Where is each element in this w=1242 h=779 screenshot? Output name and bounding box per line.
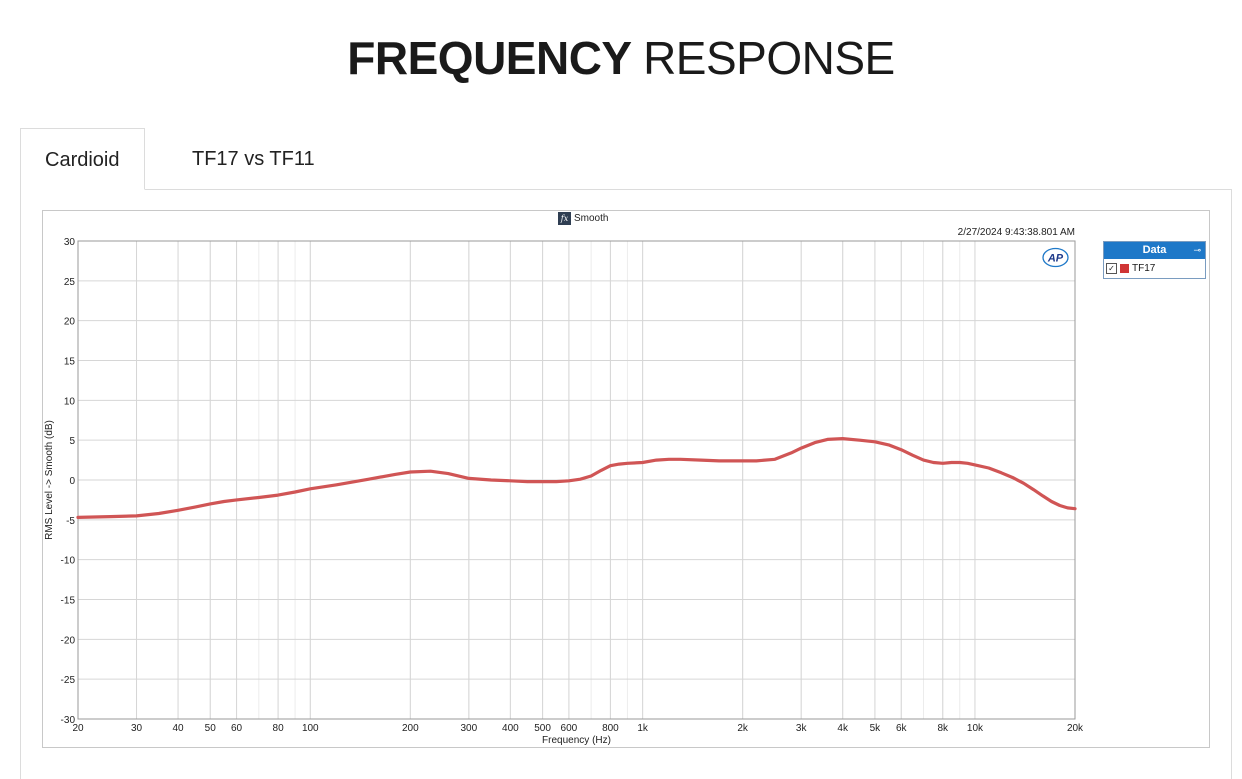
y-axis-ticks: 30 25 20 15 10 5 0 -5 -10 -15 -20 -25 -30 bbox=[61, 237, 76, 726]
x-tick-label: 200 bbox=[402, 723, 419, 734]
x-axis-ticks: 20 30 40 50 60 80 100 200 300 400 500 600 800 1k 2k 3k 4… bbox=[72, 723, 1084, 734]
x-tick-label: 800 bbox=[602, 723, 619, 734]
legend-title: Data bbox=[1142, 244, 1167, 256]
tab-bar-divider bbox=[145, 189, 1232, 190]
y-tick-label: 25 bbox=[64, 277, 76, 288]
ap-logo-text: AP bbox=[1047, 253, 1064, 265]
x-tick-label: 60 bbox=[231, 723, 243, 734]
x-tick-label: 20 bbox=[72, 723, 84, 734]
y-tick-label: -5 bbox=[66, 516, 75, 527]
graph-timestamp: 2/27/2024 9:43:38.801 AM bbox=[957, 227, 1075, 238]
y-axis-title: RMS Level -> Smooth (dB) bbox=[44, 420, 55, 540]
pin-icon[interactable]: ⊸ bbox=[1193, 245, 1201, 255]
x-tick-label: 300 bbox=[461, 723, 478, 734]
x-tick-label: 10k bbox=[967, 723, 984, 734]
y-tick-label: -10 bbox=[61, 556, 76, 567]
tab-tf17-vs-tf11[interactable]: TF17 vs TF11 bbox=[192, 148, 315, 170]
x-tick-label: 400 bbox=[502, 723, 519, 734]
y-tick-label: 30 bbox=[64, 237, 76, 248]
graph-function-label: fx Smooth bbox=[558, 211, 608, 225]
y-tick-label: 15 bbox=[64, 357, 76, 368]
x-tick-label: 40 bbox=[172, 723, 184, 734]
x-tick-label: 4k bbox=[837, 723, 849, 734]
legend-swatch bbox=[1120, 264, 1129, 273]
tab-cardioid[interactable]: Cardioid bbox=[20, 128, 145, 190]
plot-area bbox=[77, 240, 1076, 720]
x-tick-label: 50 bbox=[205, 723, 217, 734]
page-title-bold: FREQUENCY bbox=[347, 32, 631, 84]
legend-item: ✓ TF17 bbox=[1104, 259, 1205, 278]
x-tick-label: 1k bbox=[637, 723, 649, 734]
graph-function-text: Smooth bbox=[574, 212, 609, 224]
y-tick-label: 10 bbox=[64, 396, 76, 407]
legend-item-label: TF17 bbox=[1132, 263, 1156, 274]
y-tick-label: 20 bbox=[64, 317, 76, 328]
x-axis-title: Frequency (Hz) bbox=[542, 735, 611, 746]
x-tick-label: 500 bbox=[534, 723, 551, 734]
x-tick-label: 2k bbox=[737, 723, 749, 734]
function-icon: fx bbox=[558, 211, 571, 225]
legend-checkbox[interactable]: ✓ bbox=[1106, 263, 1117, 274]
x-tick-label: 5k bbox=[870, 723, 882, 734]
x-tick-label: 30 bbox=[131, 723, 143, 734]
y-tick-label: -30 bbox=[61, 715, 76, 726]
y-tick-label: 5 bbox=[69, 436, 75, 447]
x-tick-label: 8k bbox=[937, 723, 949, 734]
y-tick-label: -25 bbox=[61, 675, 76, 686]
x-tick-label: 3k bbox=[796, 723, 808, 734]
y-tick-label: -15 bbox=[61, 596, 76, 607]
tab-panel bbox=[20, 189, 1232, 779]
series-line-tf17 bbox=[76, 437, 1077, 519]
y-tick-label: -20 bbox=[61, 635, 76, 646]
ap-logo: AP bbox=[1042, 247, 1069, 268]
tab-bar: Cardioid TF17 vs TF11 bbox=[20, 128, 1232, 190]
series-layer bbox=[76, 437, 1077, 519]
page-title: FREQUENCY RESPONSE bbox=[0, 30, 1242, 86]
page-title-light: RESPONSE bbox=[643, 32, 895, 84]
x-tick-label: 20k bbox=[1067, 723, 1084, 734]
legend-header[interactable]: Data ⊸ bbox=[1104, 242, 1205, 259]
x-tick-label: 100 bbox=[302, 723, 319, 734]
x-tick-label: 80 bbox=[273, 723, 285, 734]
y-tick-label: 0 bbox=[69, 476, 75, 487]
x-tick-label: 600 bbox=[561, 723, 578, 734]
legend-panel: Data ⊸ ✓ TF17 bbox=[1103, 241, 1206, 279]
x-tick-label: 6k bbox=[896, 723, 908, 734]
